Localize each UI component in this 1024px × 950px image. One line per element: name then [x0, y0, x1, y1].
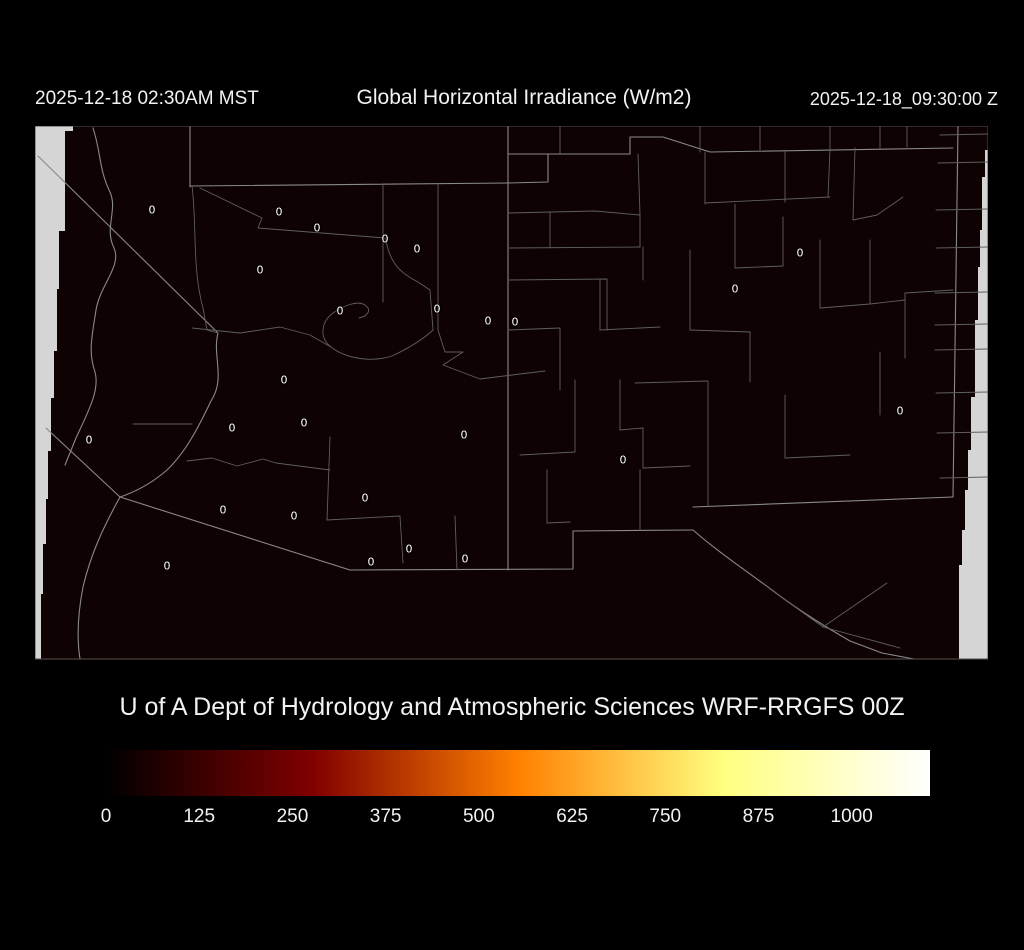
- colorbar-tick-label: 125: [183, 806, 216, 827]
- map-frame: [35, 126, 988, 660]
- colorbar-tick-label: 750: [649, 806, 682, 827]
- plot-title: Global Horizontal Irradiance (W/m2): [356, 86, 692, 109]
- colorbar-tick-label: 375: [369, 806, 402, 827]
- colorbar-tick-label: 250: [276, 806, 309, 827]
- map-panel: [35, 126, 988, 660]
- colorbar-tick-label: 0: [100, 806, 112, 827]
- utc-timestamp: 2025-12-18_09:30:00 Z: [809, 89, 998, 109]
- colorbar-tick-row: 0 125 250 375 500 625 750 875 1000: [101, 806, 930, 830]
- nodata-region-west: [35, 126, 73, 659]
- nodata-region-east: [959, 150, 988, 659]
- colorbar-tick-label: 875: [742, 806, 775, 827]
- local-timestamp: 2025-12-18 02:30AM MST: [35, 88, 259, 109]
- state-borders: [37, 126, 959, 660]
- colorbar-gradient: [106, 750, 930, 796]
- county-borders: [132, 126, 988, 649]
- irradiance-map: [35, 126, 988, 660]
- colorbar-tick-label: 625: [556, 806, 588, 827]
- colorbar-tick-label: 500: [462, 806, 495, 827]
- credit-line: U of A Dept of Hydrology and Atmospheric…: [119, 693, 905, 721]
- header: 2025-12-18 02:30AM MST Global Horizontal…: [0, 86, 1024, 114]
- colorbar-tick-label: 1000: [830, 806, 873, 827]
